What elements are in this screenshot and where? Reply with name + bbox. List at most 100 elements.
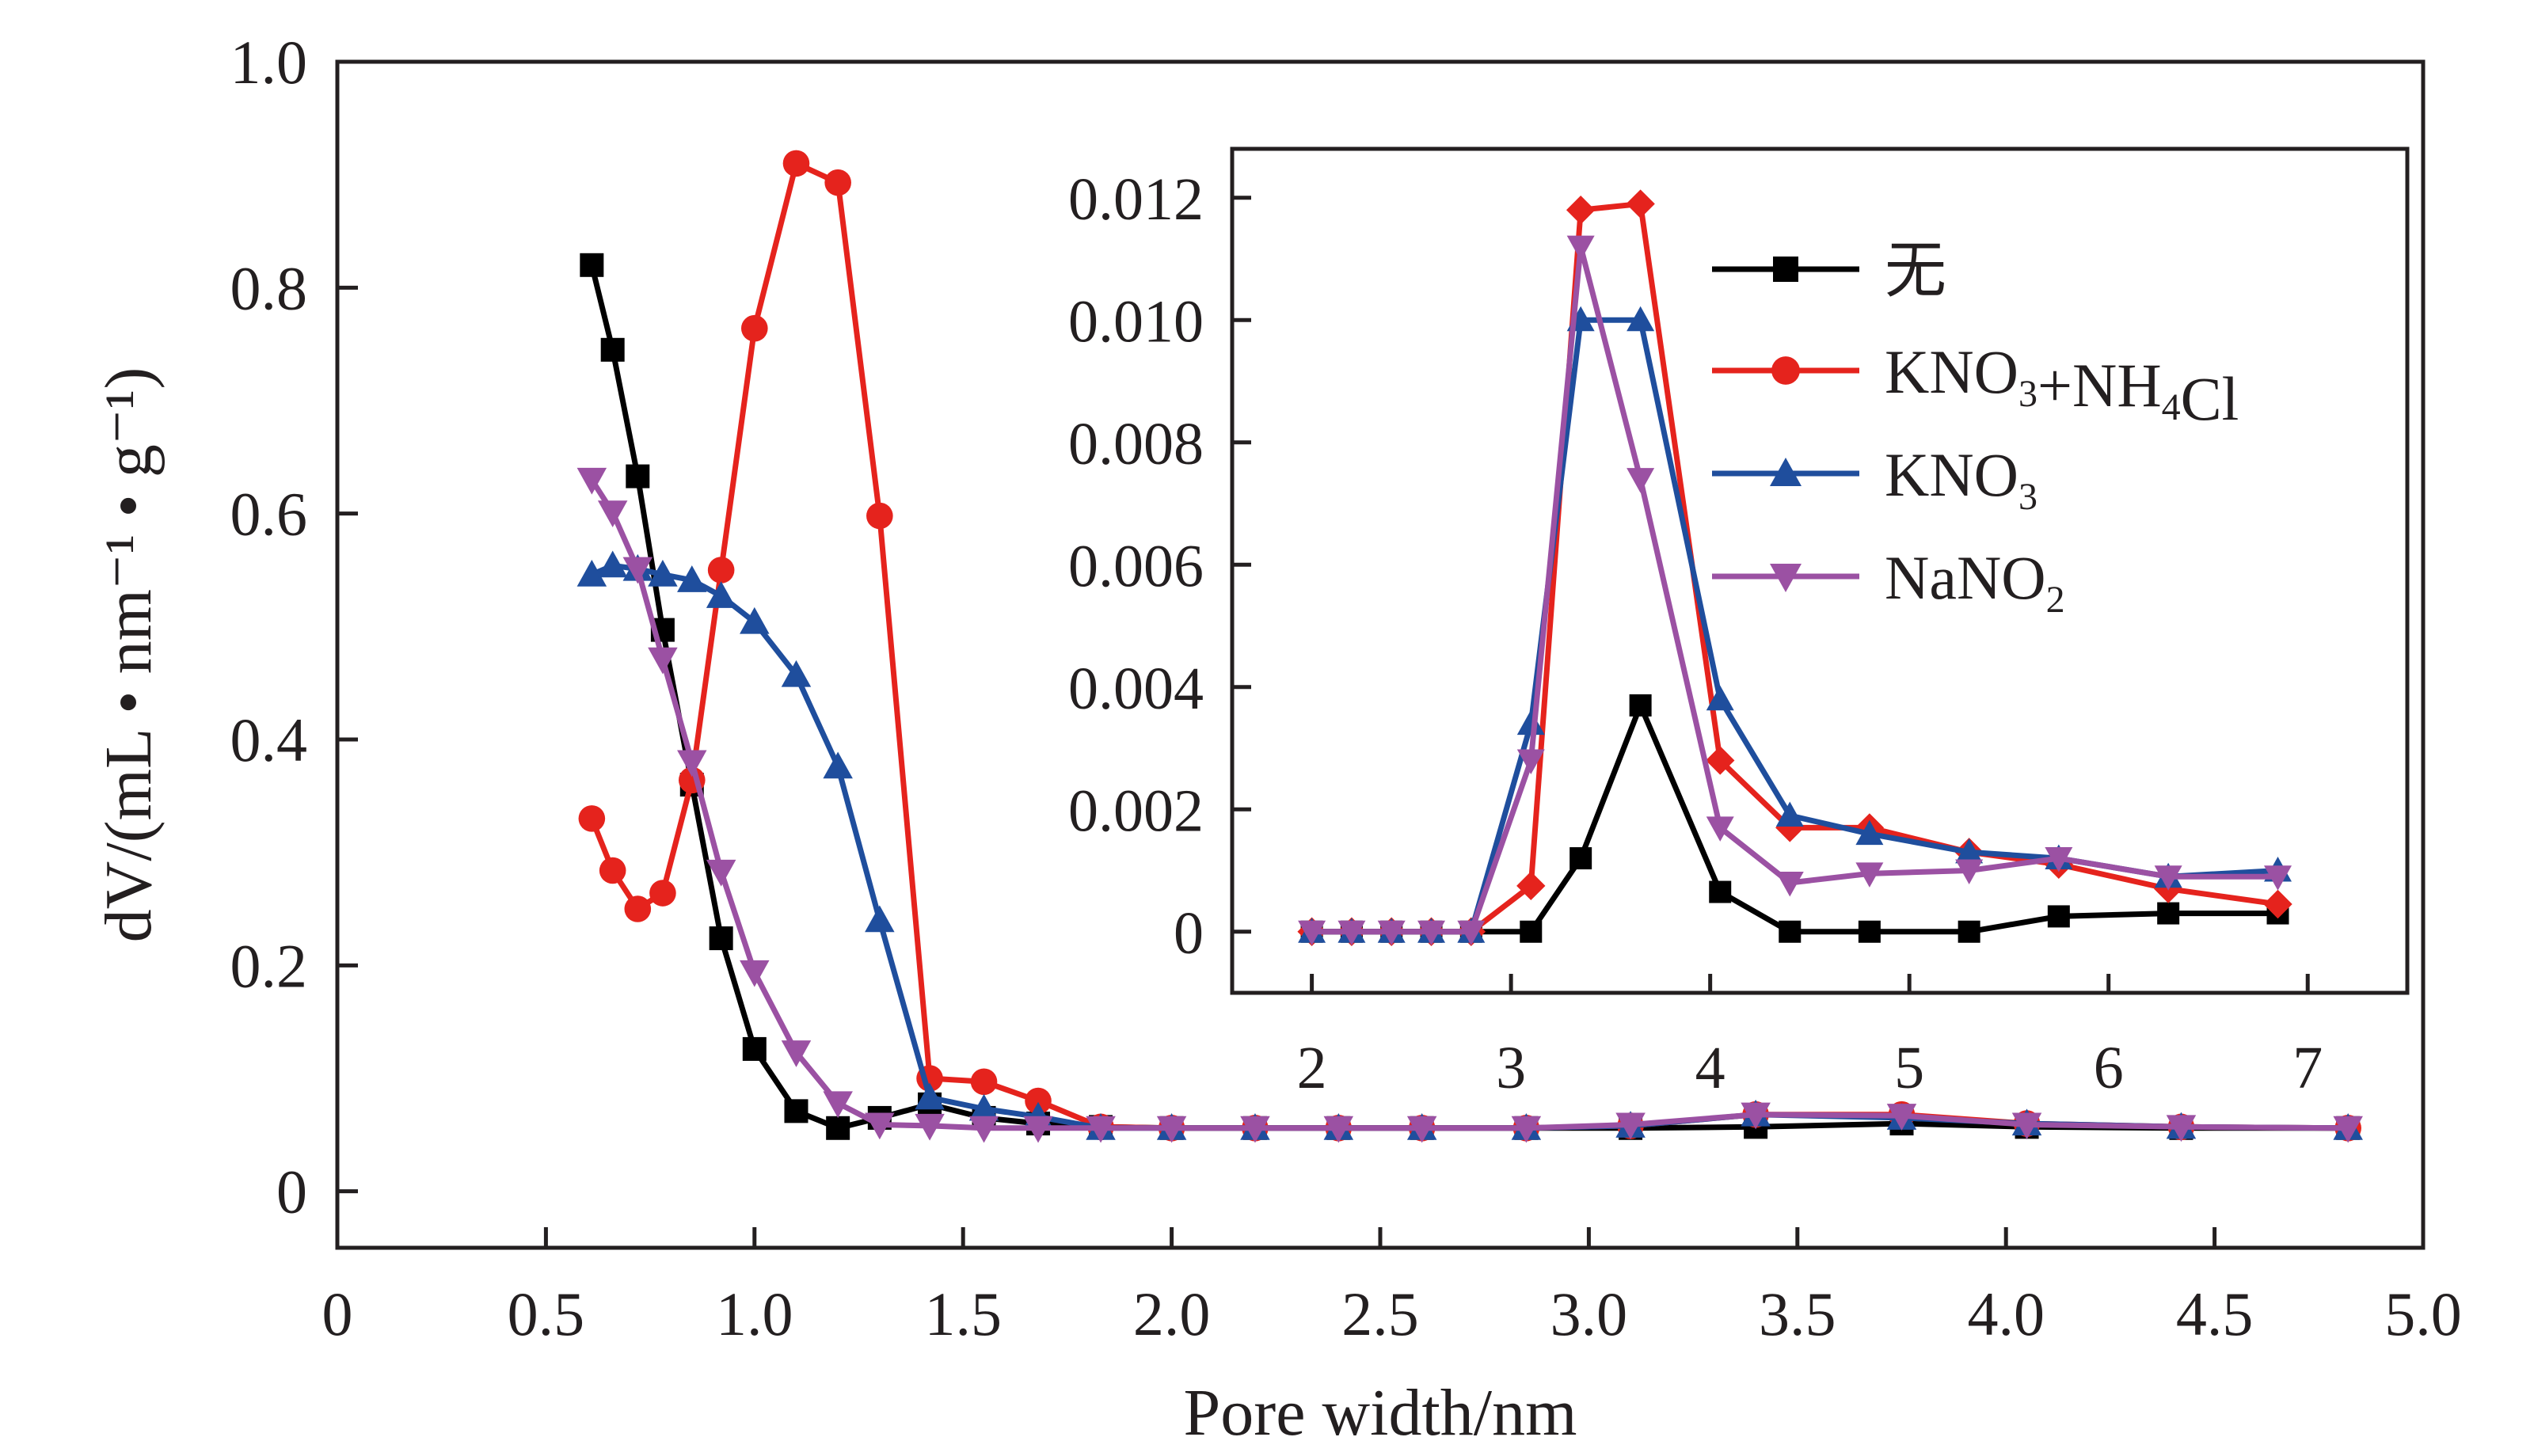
inset-data-point bbox=[1855, 819, 1884, 846]
y-tick-label: 0.6 bbox=[230, 480, 308, 549]
data-point bbox=[1615, 1112, 1646, 1140]
inset-data-point bbox=[2263, 889, 2292, 919]
data-point bbox=[741, 314, 768, 342]
data-point bbox=[740, 606, 770, 634]
data-point bbox=[1023, 1116, 1053, 1143]
data-point bbox=[865, 905, 895, 933]
inset-data-point bbox=[1706, 816, 1734, 842]
data-point bbox=[576, 467, 607, 495]
inset-frame bbox=[1230, 146, 2410, 995]
main-plot: 0 0.5 1.0 1.5 2.0 2.5 3.0 3.5 4.0 4.5 5.0 0 0.2 0.4 0.… bbox=[92, 28, 2462, 1450]
inset-data-point bbox=[1337, 920, 1366, 946]
data-point bbox=[599, 857, 626, 884]
inset-plot: 2 3 4 5 6 7 0 0.002 0.004 0.006 0.008 0.010 0.012 无 KN… bbox=[1068, 146, 2410, 1101]
data-point bbox=[970, 1068, 998, 1096]
x-tick-label: 0 bbox=[322, 1279, 353, 1348]
inset-x-tick-label: 7 bbox=[2292, 1035, 2323, 1101]
data-point bbox=[626, 464, 650, 489]
data-point bbox=[677, 750, 707, 777]
inset-data-point bbox=[1627, 306, 1655, 332]
x-tick-label: 3.5 bbox=[1759, 1279, 1836, 1348]
legend-label-3: NaNO2 bbox=[1885, 543, 2065, 621]
data-point bbox=[1323, 1116, 1354, 1143]
inset-data-point bbox=[1858, 920, 1881, 943]
inset-data-point bbox=[1958, 920, 1980, 943]
x-tick-label: 3.0 bbox=[1550, 1279, 1628, 1348]
inset-y-tick-label: 0.006 bbox=[1068, 533, 1204, 599]
inset-y-tick-label: 0.004 bbox=[1068, 656, 1204, 722]
x-tick-label: 2.5 bbox=[1341, 1279, 1419, 1348]
data-point bbox=[1156, 1116, 1187, 1143]
y-tick-label: 0.8 bbox=[230, 253, 308, 322]
inset-data-point bbox=[2157, 902, 2180, 925]
legend-marker-1 bbox=[1771, 356, 1800, 385]
legend-label-1: KNO3+NH4Cl bbox=[1885, 337, 2239, 433]
data-point bbox=[781, 660, 812, 687]
legend-marker-3 bbox=[1770, 564, 1802, 592]
inset-y-tick-label: 0.010 bbox=[1068, 288, 1204, 355]
inset-data-point bbox=[2264, 865, 2292, 891]
inset-x-tick-label: 5 bbox=[1894, 1035, 1924, 1101]
data-point bbox=[2166, 1115, 2197, 1142]
data-point bbox=[915, 1113, 945, 1141]
inset-y-tick-label: 0.012 bbox=[1068, 166, 1204, 233]
x-axis-title: Pore width/nm bbox=[1184, 1376, 1577, 1450]
data-point bbox=[1406, 1116, 1437, 1143]
x-tick-label: 4.0 bbox=[1967, 1279, 2045, 1348]
data-point bbox=[597, 500, 628, 527]
data-point bbox=[784, 1099, 809, 1123]
data-point bbox=[677, 565, 707, 592]
legend-text-part: 3 bbox=[2018, 476, 2037, 518]
inset-data-point bbox=[2047, 905, 2070, 928]
data-point bbox=[648, 647, 678, 675]
x-tick-label: 1.0 bbox=[716, 1279, 793, 1348]
data-point bbox=[866, 502, 893, 530]
inset-data-point bbox=[1779, 920, 1802, 943]
inset-x-tick-label: 6 bbox=[2094, 1035, 2124, 1101]
data-point bbox=[740, 960, 770, 987]
data-point bbox=[742, 1036, 767, 1061]
x-tick-label: 0.5 bbox=[508, 1279, 585, 1348]
legend-text-part: 2 bbox=[2046, 579, 2065, 621]
inset-data-point bbox=[1775, 801, 1804, 827]
data-point bbox=[706, 581, 736, 608]
inset-data-point bbox=[1569, 847, 1592, 870]
inset-data-point bbox=[1855, 862, 1884, 888]
inset-data-point bbox=[1706, 685, 1734, 711]
x-tick-label: 1.5 bbox=[924, 1279, 1002, 1348]
inset-data-point bbox=[1775, 871, 1804, 897]
data-point bbox=[1886, 1104, 1917, 1131]
inset-data-point bbox=[1627, 468, 1655, 493]
x-tick-label: 4.5 bbox=[2176, 1279, 2254, 1348]
inset-data-point bbox=[1457, 920, 1486, 946]
data-point bbox=[578, 805, 606, 832]
inset-data-point bbox=[1706, 746, 1735, 775]
inset-data-point bbox=[1516, 749, 1545, 774]
x-tick-label: 5.0 bbox=[2384, 1279, 2462, 1348]
data-point bbox=[600, 337, 625, 362]
data-point bbox=[823, 1091, 853, 1119]
legend-text-part: NaNO bbox=[1885, 543, 2046, 612]
inset-data-point bbox=[1520, 920, 1543, 943]
data-point bbox=[865, 1112, 895, 1140]
inset-y-tick-label: 0.008 bbox=[1068, 411, 1204, 477]
inset-data-point bbox=[1566, 196, 1596, 225]
data-point bbox=[706, 859, 736, 887]
data-point bbox=[648, 559, 678, 587]
legend-text-part: 4 bbox=[2162, 386, 2181, 428]
data-point bbox=[649, 880, 676, 907]
legend-text-part: 3 bbox=[2018, 373, 2037, 415]
y-tick-label: 1.0 bbox=[230, 28, 308, 97]
inset-data-point bbox=[1516, 709, 1545, 736]
data-point bbox=[580, 253, 604, 277]
legend-marker-2 bbox=[1770, 458, 1802, 486]
legend-marker-0 bbox=[1773, 257, 1798, 282]
data-point bbox=[576, 559, 607, 587]
data-point bbox=[624, 895, 652, 922]
data-point bbox=[782, 150, 810, 177]
inset-data-point bbox=[2154, 865, 2182, 891]
data-point bbox=[707, 557, 735, 584]
data-point bbox=[1741, 1102, 1771, 1130]
inset-data-point bbox=[1629, 694, 1652, 717]
